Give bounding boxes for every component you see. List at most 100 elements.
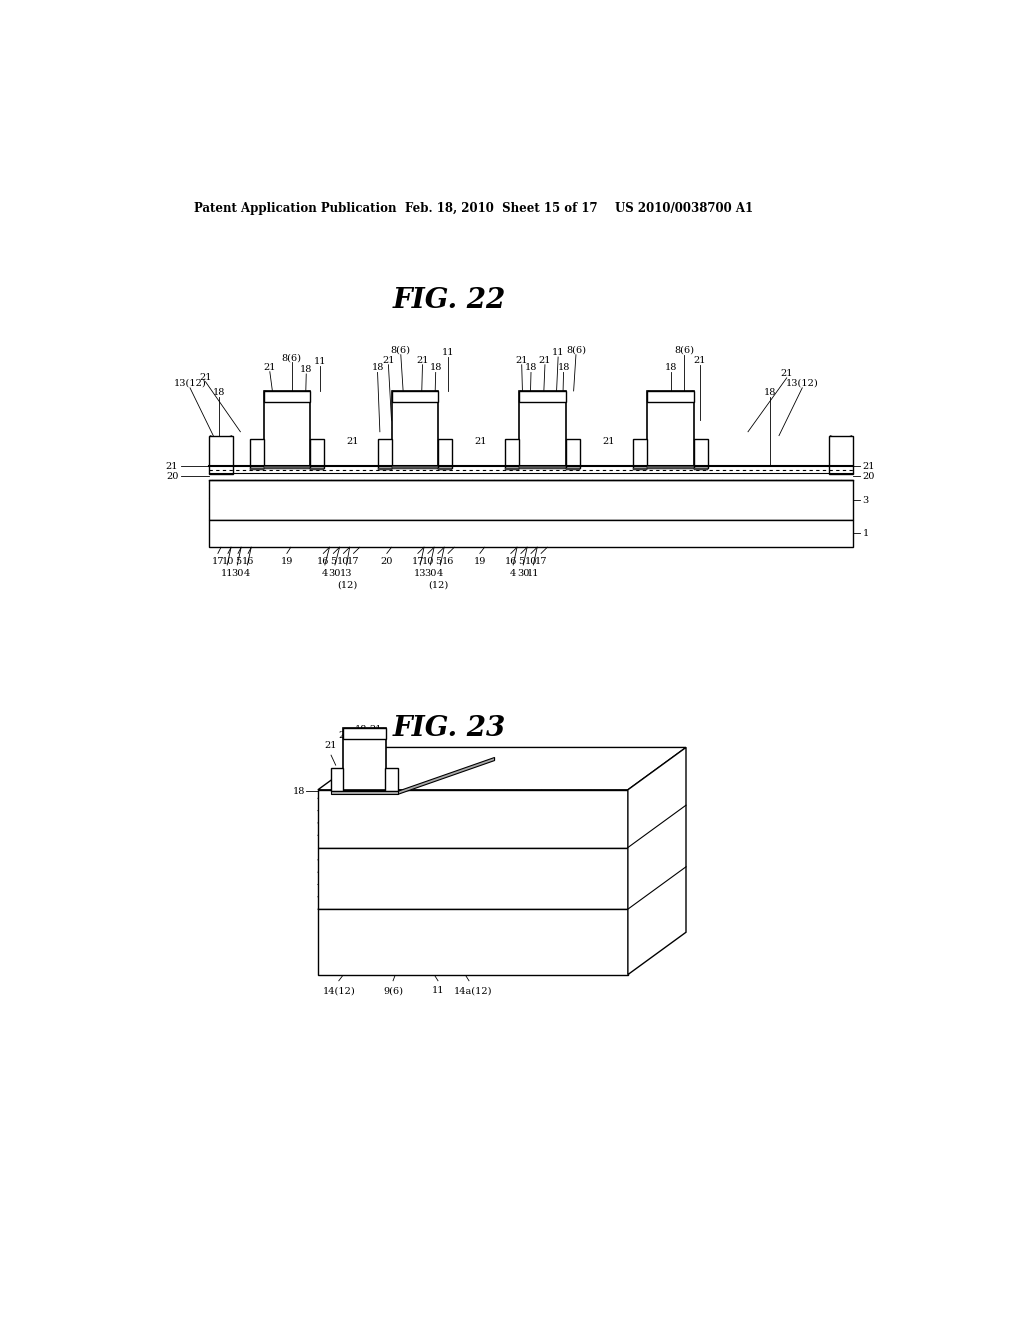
Text: 20: 20 [166, 473, 178, 480]
Bar [331, 768, 343, 792]
Text: 1: 1 [640, 936, 646, 944]
Text: 20: 20 [381, 557, 393, 566]
Text: 21: 21 [325, 741, 337, 750]
Text: 21: 21 [370, 726, 382, 734]
Text: 2: 2 [640, 814, 646, 824]
Text: 18: 18 [764, 388, 776, 397]
Text: 4: 4 [322, 569, 328, 578]
Text: 14(12): 14(12) [323, 986, 355, 995]
Text: 21: 21 [862, 462, 876, 471]
Text: 21: 21 [780, 368, 793, 378]
Bar [385, 768, 397, 792]
Bar [438, 469, 452, 470]
Text: 13: 13 [414, 569, 426, 578]
Text: 18: 18 [525, 363, 538, 372]
Text: 5: 5 [518, 557, 524, 566]
Text: 11: 11 [314, 358, 327, 367]
Bar [331, 792, 397, 795]
Text: Patent Application Publication: Patent Application Publication [194, 202, 396, 215]
Text: 17: 17 [347, 557, 359, 566]
Bar [391, 466, 438, 469]
Polygon shape [628, 747, 686, 974]
Bar [519, 391, 566, 466]
Text: 17: 17 [212, 557, 224, 566]
Text: 18: 18 [665, 363, 677, 372]
Text: 17: 17 [535, 557, 547, 566]
Text: 4: 4 [245, 569, 251, 578]
Text: 13(12): 13(12) [174, 379, 207, 388]
Text: 5: 5 [331, 557, 337, 566]
Text: 10: 10 [337, 557, 349, 566]
Text: US 2010/0038700 A1: US 2010/0038700 A1 [614, 202, 753, 215]
Bar [310, 469, 324, 470]
Text: 18: 18 [300, 366, 312, 374]
Text: 21: 21 [416, 356, 429, 364]
Bar [343, 729, 386, 739]
Text: 11: 11 [432, 986, 444, 995]
Text: 5: 5 [234, 557, 241, 566]
Text: 30: 30 [231, 569, 244, 578]
Text: 13(12): 13(12) [785, 379, 818, 388]
Text: 19: 19 [281, 557, 293, 566]
Text: 4: 4 [510, 569, 516, 578]
Text: (12): (12) [428, 581, 449, 589]
Text: 5: 5 [435, 557, 441, 566]
Text: 11: 11 [221, 569, 233, 578]
Text: 21: 21 [539, 356, 551, 364]
Bar [506, 469, 519, 470]
Text: 21: 21 [693, 356, 707, 364]
Bar [250, 469, 263, 470]
Text: 11: 11 [441, 348, 455, 358]
Text: 21: 21 [339, 731, 351, 739]
Text: 21: 21 [263, 363, 276, 372]
Bar [633, 438, 647, 469]
Text: 8(6): 8(6) [675, 346, 694, 355]
Bar [647, 391, 693, 466]
Text: 18: 18 [429, 363, 442, 372]
Bar [263, 391, 310, 401]
Bar [519, 391, 566, 401]
Bar [693, 469, 708, 470]
Bar [566, 469, 580, 470]
Text: 10: 10 [525, 557, 538, 566]
Text: 3: 3 [862, 496, 869, 504]
Bar [317, 789, 628, 847]
Bar [209, 436, 232, 474]
Text: 21: 21 [602, 437, 614, 446]
Bar [317, 847, 628, 909]
Bar [566, 438, 580, 469]
Text: 9(6): 9(6) [383, 986, 403, 995]
Text: 21: 21 [200, 372, 212, 381]
Text: 13: 13 [340, 569, 353, 578]
Text: 1: 1 [862, 529, 869, 537]
Text: 3: 3 [640, 874, 646, 883]
Bar [438, 438, 452, 469]
Text: 19: 19 [474, 557, 486, 566]
Bar [263, 391, 310, 466]
Text: FIG. 23: FIG. 23 [393, 714, 506, 742]
Text: 16: 16 [442, 557, 455, 566]
Bar [693, 438, 708, 469]
Text: 18: 18 [292, 787, 305, 796]
Text: 16: 16 [505, 557, 517, 566]
Polygon shape [397, 758, 495, 795]
Polygon shape [317, 747, 686, 789]
Text: 21: 21 [515, 356, 528, 364]
Text: 30: 30 [517, 569, 529, 578]
Text: 14a(12): 14a(12) [454, 986, 493, 995]
Text: FIG. 22: FIG. 22 [393, 288, 506, 314]
Text: 17: 17 [412, 557, 424, 566]
Text: 21: 21 [346, 437, 359, 446]
Text: 11: 11 [552, 348, 564, 358]
Text: (12): (12) [337, 581, 357, 589]
Text: 10: 10 [422, 557, 434, 566]
Bar [391, 391, 438, 401]
Text: 18: 18 [213, 388, 225, 397]
Text: 4: 4 [437, 569, 443, 578]
Text: 10: 10 [222, 557, 234, 566]
Bar [209, 520, 853, 548]
Bar [506, 438, 519, 469]
Bar [378, 469, 391, 470]
Bar [250, 438, 263, 469]
Text: 16: 16 [317, 557, 330, 566]
